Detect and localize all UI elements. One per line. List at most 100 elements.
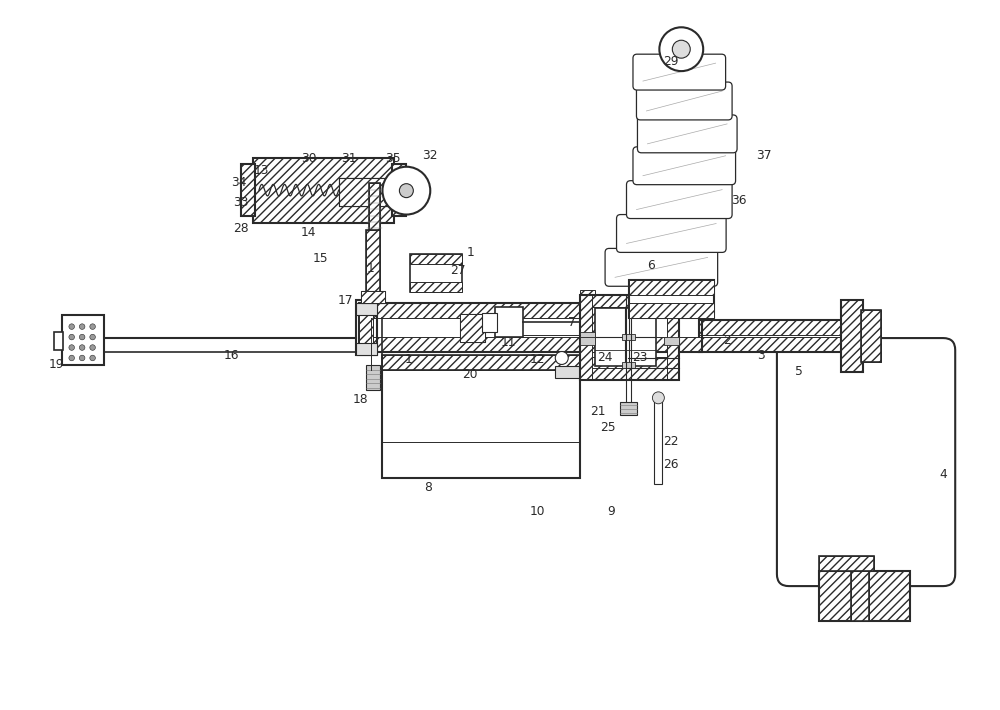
Text: 19: 19 [49, 359, 64, 371]
Text: 27: 27 [450, 264, 466, 277]
Bar [382, 368, 580, 478]
Bar [62, 315, 104, 365]
FancyBboxPatch shape [627, 180, 732, 219]
Text: 1: 1 [466, 246, 474, 259]
Bar [241, 164, 255, 216]
Bar [392, 164, 406, 216]
Circle shape [555, 351, 568, 364]
Bar [819, 571, 910, 621]
Text: 2: 2 [723, 334, 731, 346]
Bar [622, 334, 635, 340]
Text: 6: 6 [648, 259, 655, 272]
Text: 36: 36 [731, 194, 747, 207]
Bar [580, 295, 679, 380]
Bar [620, 402, 637, 415]
Bar [241, 164, 255, 216]
Circle shape [90, 345, 95, 350]
Bar [460, 314, 485, 342]
Bar [356, 303, 377, 315]
Text: 9: 9 [608, 505, 615, 518]
Circle shape [90, 355, 95, 361]
Circle shape [399, 184, 413, 197]
Circle shape [90, 324, 95, 329]
Bar [356, 300, 377, 355]
Bar [359, 303, 702, 318]
Bar [253, 158, 394, 222]
Bar [356, 343, 377, 355]
Bar [699, 320, 844, 352]
Text: 30: 30 [301, 152, 317, 165]
Circle shape [79, 345, 85, 350]
Bar [629, 280, 714, 318]
Bar [410, 254, 462, 293]
Text: 31: 31 [341, 152, 356, 165]
Circle shape [79, 324, 85, 329]
Bar [819, 571, 910, 621]
Text: 22: 22 [664, 435, 679, 448]
FancyBboxPatch shape [633, 54, 726, 90]
FancyBboxPatch shape [633, 147, 736, 185]
Bar [595, 308, 656, 366]
Bar [361, 291, 385, 303]
Bar [580, 357, 679, 372]
Bar [580, 295, 592, 380]
Circle shape [652, 392, 664, 404]
Circle shape [79, 334, 85, 340]
Circle shape [672, 40, 690, 58]
Text: 1: 1 [367, 262, 374, 275]
Text: 33: 33 [233, 196, 249, 209]
Bar [369, 182, 380, 231]
Bar [339, 178, 393, 206]
Text: 24: 24 [597, 351, 612, 364]
Text: 12: 12 [530, 354, 546, 366]
Bar [580, 290, 595, 352]
Bar [841, 300, 863, 372]
Bar [359, 303, 373, 352]
FancyBboxPatch shape [637, 115, 737, 153]
Bar [460, 314, 485, 342]
Bar [392, 164, 406, 216]
Text: 10: 10 [530, 505, 546, 518]
Text: 7: 7 [568, 316, 576, 329]
Text: 11: 11 [500, 336, 516, 349]
Text: 17: 17 [338, 294, 353, 307]
Bar [410, 254, 462, 264]
Bar [819, 556, 874, 571]
Text: 35: 35 [385, 152, 400, 165]
Text: 26: 26 [664, 458, 679, 471]
Bar [654, 400, 662, 484]
FancyBboxPatch shape [777, 338, 955, 586]
Text: 14: 14 [301, 226, 317, 239]
Bar [482, 313, 497, 332]
Text: 32: 32 [423, 149, 438, 163]
Bar [851, 566, 869, 621]
Text: 34: 34 [231, 176, 247, 189]
Text: 21: 21 [590, 405, 605, 418]
Bar [339, 178, 393, 206]
Bar [382, 355, 580, 370]
Circle shape [90, 334, 95, 340]
Bar [253, 158, 394, 222]
Circle shape [69, 355, 74, 361]
Bar [841, 300, 863, 372]
FancyBboxPatch shape [636, 82, 732, 120]
Bar [366, 231, 380, 298]
Bar [622, 362, 635, 368]
Bar [861, 310, 881, 362]
Text: 13: 13 [253, 164, 269, 178]
Text: 29: 29 [664, 55, 679, 67]
Text: 20: 20 [462, 368, 478, 381]
Text: 4: 4 [939, 468, 947, 481]
Bar [369, 182, 380, 231]
Bar [580, 337, 595, 345]
Circle shape [659, 27, 703, 71]
Bar [359, 303, 373, 352]
Bar [580, 295, 679, 307]
Bar [359, 337, 702, 352]
Bar [495, 307, 523, 337]
Bar [555, 366, 587, 378]
Bar [851, 566, 869, 621]
Text: 37: 37 [756, 149, 772, 163]
Bar [699, 320, 844, 335]
Text: 8: 8 [424, 481, 432, 494]
